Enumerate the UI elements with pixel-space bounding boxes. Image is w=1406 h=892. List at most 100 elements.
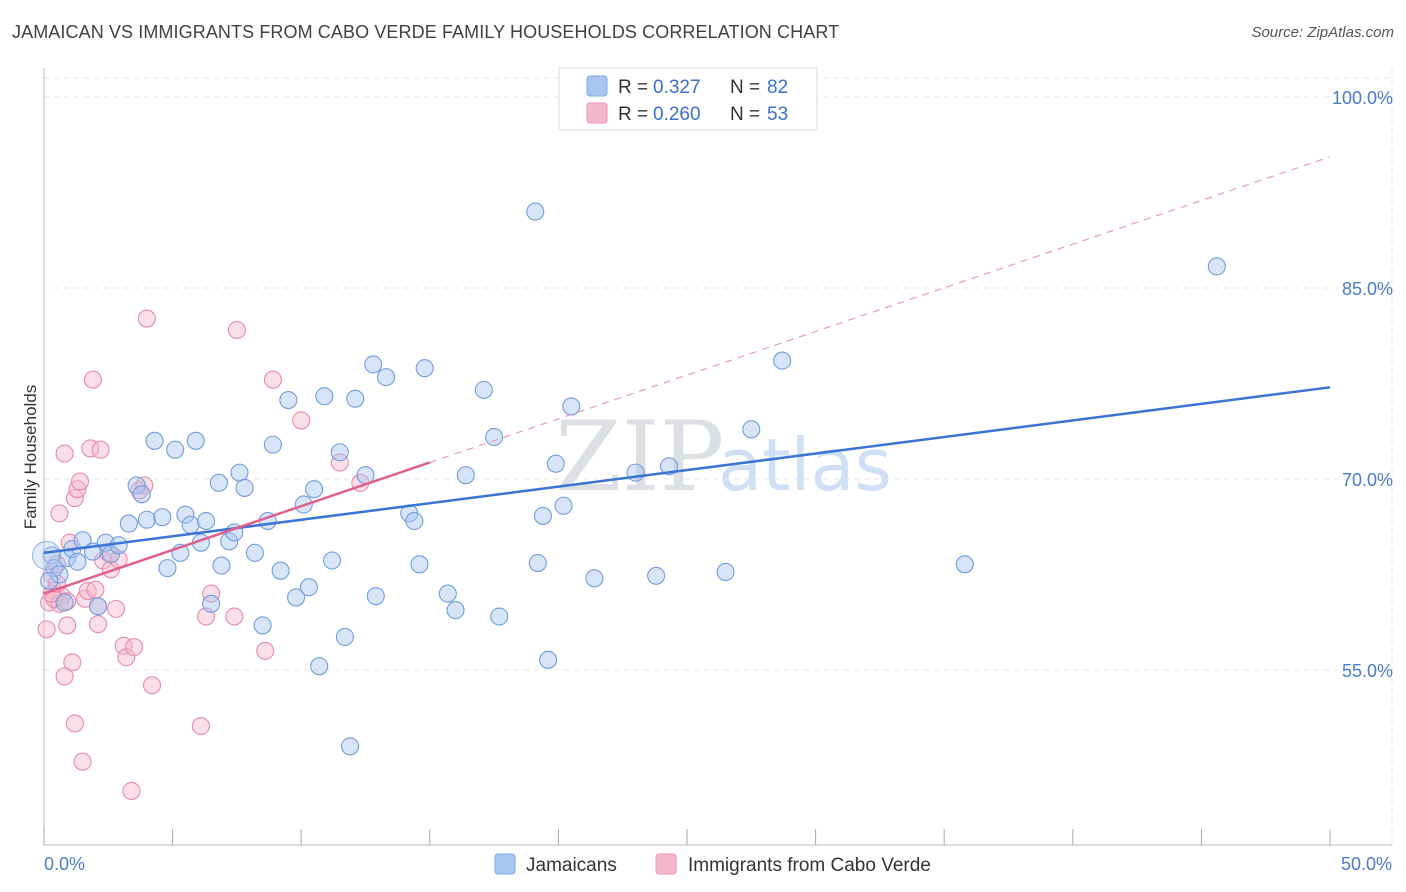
jamaican-point [539,650,558,669]
jamaican-point [310,657,329,676]
jamaican-point [415,359,434,378]
jamaican-point [1207,257,1226,276]
jamaican-point [220,532,239,551]
jamaican-point [330,443,349,462]
jamaican-point [585,569,604,588]
jamaican-point [659,457,679,476]
jamaican-point [299,578,318,597]
jamaican-point [279,391,298,410]
jamaican-point [127,476,146,495]
chart-title: JAMAICAN VS IMMIGRANTS FROM CABO VERDE F… [12,22,840,42]
jamaican-point [202,594,221,613]
y-tick-labels: 55.0% 70.0% 85.0% 100.0% [1332,88,1393,681]
jamaican-point [176,505,195,524]
jamaican-point [474,380,493,399]
axes [43,68,1392,846]
y-tick-label: 85.0% [1342,279,1393,299]
legend-r-label-2: R = [618,104,648,125]
cabo-verde-point [73,752,92,771]
bottom-legend-label-jamaicans: Jamaicans [526,855,617,876]
legend-n-value-2: 53 [767,104,788,125]
y-tick-label: 55.0% [1342,661,1393,681]
jamaican-point [554,496,573,515]
y-tick-label: 70.0% [1342,470,1393,490]
jamaican-point [528,553,547,573]
bottom-legend-swatch-jamaicans [494,853,516,875]
jamaican-point [145,431,164,450]
jamaican-point [253,616,272,635]
cabo-verde-point [55,444,74,463]
x-tick-label-max: 50.0% [1341,854,1392,874]
jamaican-point [438,584,457,603]
legend-n-label-1: N = [730,77,760,98]
cabo-verde-point [37,620,56,639]
legend-n-label-2: N = [730,104,760,125]
cabo-verde-point [70,472,90,491]
jamaican-point-large [32,540,62,570]
cabo-verde-point [106,599,126,618]
legend-r-value-2: 0.260 [653,104,701,125]
y-tick-label: 100.0% [1332,88,1393,108]
jamaican-point [490,607,509,626]
cabo-verde-point [263,370,282,389]
jamaican-point [181,515,200,534]
trend-lines [43,156,1331,595]
cabo-verde-point [142,676,162,695]
legend-r-label-1: R = [618,77,648,98]
jamaican-point [446,601,465,620]
jamaican-point [377,368,396,387]
jamaican-point [55,593,74,612]
jamaican-point [137,510,156,529]
jamaican-point [186,431,205,450]
jamaican-point [562,397,581,416]
bottom-legend: Jamaicans Immigrants from Cabo Verde [494,853,931,876]
jamaican-point [263,435,282,454]
jamaican-point [716,562,735,582]
jamaican-point [955,555,974,574]
cabo-verde-point [122,781,141,801]
legend-swatch-jamaicans [586,75,608,97]
cabo-verde-point [330,453,349,472]
cabo-verde-point [88,615,108,634]
cabo-verde-point [83,370,102,389]
cabo-verde-point [256,641,275,660]
cabo-verde-point [101,560,120,579]
cabo-verde-point [65,714,84,733]
jamaican-point [364,355,383,374]
jamaican-point [153,508,172,527]
jamaican-point [773,351,792,370]
cabo-verde-point [50,504,69,523]
jamaican-point [230,463,249,482]
jamaican-point [158,559,177,578]
jamaican-point [50,565,69,584]
cabo-verde-point [202,584,221,603]
jamaican-point [196,511,216,531]
cabo-verde-point [117,648,136,667]
cabo-verde-point [63,653,82,672]
jamaican-point [485,427,504,447]
jamaican-point [315,387,334,406]
source-credit: Source: ZipAtlas.com [1251,24,1394,41]
cabo-verde-point [227,320,246,340]
x-tick-label-min: 0.0% [44,854,85,874]
jamaican-point [245,543,264,562]
jamaican-point [212,556,231,575]
jamaican-point [305,480,324,499]
bottom-legend-swatch-cabo-verde [655,853,677,875]
cabo-verde-point [292,411,311,430]
cabo-verde-trend-line [43,461,431,595]
watermark-zip: ZIP [555,401,724,513]
cabo-verde-point [55,667,74,686]
legend-swatch-cabo-verde [586,102,608,124]
cabo-verde-point [191,716,210,736]
cabo-verde-trend-extension [429,156,1331,464]
jamaican-point [341,737,360,756]
top-legend: R = 0.327 N = 82 R = 0.260 N = 53 [558,67,818,131]
jamaican-point [335,627,354,646]
cabo-verde-point [225,607,244,626]
jamaican-point [647,566,666,585]
jamaican-point [405,511,424,531]
watermark-atlas: atlas [718,423,892,507]
cabo-verde-point [78,582,97,601]
jamaican-point [40,571,59,590]
